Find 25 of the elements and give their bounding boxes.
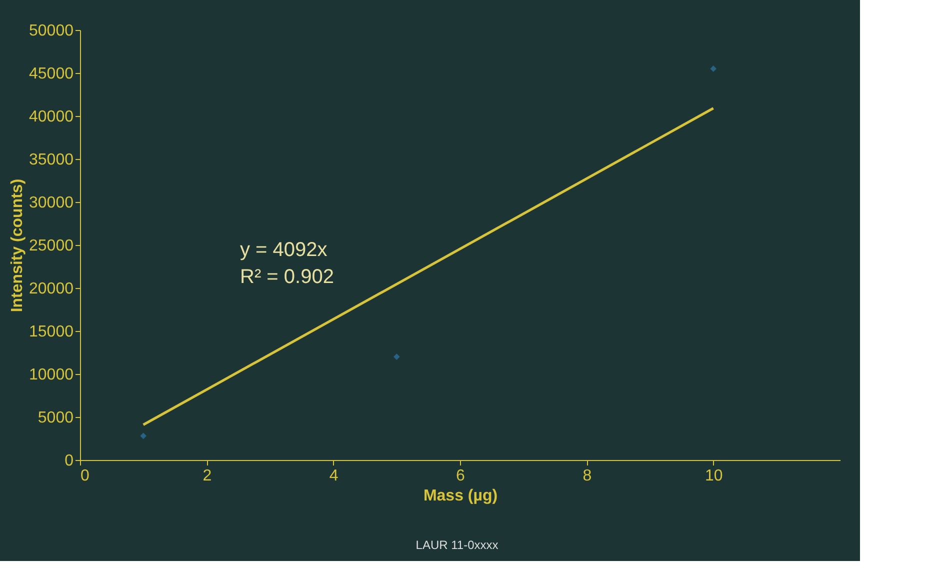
annotation: R² = 0.902	[240, 266, 334, 288]
annotation: y = 4092x	[240, 239, 328, 261]
point	[394, 354, 400, 360]
y-tick-label: 30000	[29, 194, 74, 212]
y-tick-label: 20000	[29, 280, 74, 298]
y-tick-label: 45000	[29, 66, 74, 82]
x-axis-title: Mass (µg)	[423, 488, 498, 504]
y-axis-title: Intensity (counts)	[9, 178, 26, 312]
y-tick-label: 10000	[29, 366, 74, 384]
x-tick-label: 10	[704, 468, 723, 484]
y-tick-label: 25000	[29, 238, 74, 254]
x-tick-label: 0	[80, 468, 90, 484]
x-tick-label: 2	[202, 468, 212, 484]
text: LAUR 11-0xxxx	[416, 538, 498, 552]
point	[710, 66, 716, 72]
y-tick-label: 0	[64, 452, 74, 470]
x-tick-label: 4	[329, 468, 338, 484]
y-tick-label: 35000	[29, 152, 74, 168]
x-tick-label: 6	[456, 468, 466, 484]
y-tick-label: 15000	[29, 324, 74, 340]
x-tick-label: 8	[582, 468, 592, 484]
point	[140, 432, 146, 440]
y-tick-label: 50000	[29, 22, 74, 40]
y-tick-label: 40000	[29, 108, 74, 126]
y-tick-label: 5000	[38, 410, 74, 426]
